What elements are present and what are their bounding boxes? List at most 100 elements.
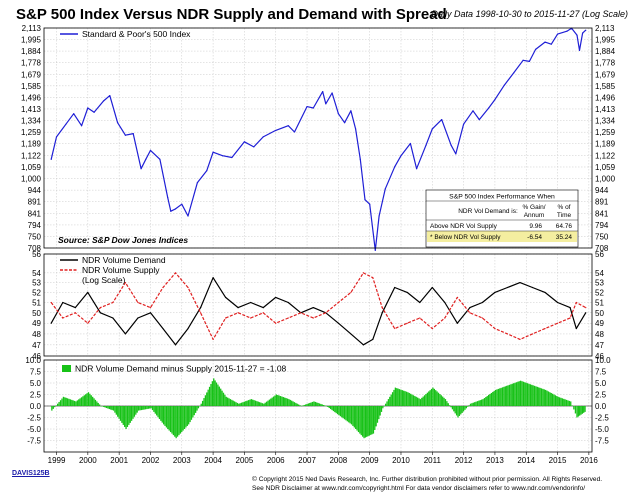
spread-bar (503, 386, 505, 406)
spread-bar (423, 395, 426, 406)
y-tick-label-left: 56 (32, 250, 41, 259)
data-point (456, 322, 458, 324)
table-header: Time (557, 212, 572, 219)
spread-bar (75, 401, 77, 406)
data-point (337, 301, 339, 304)
spread-bar (421, 397, 423, 406)
spread-bar (533, 385, 536, 406)
y-tick-label-left: 1,189 (21, 140, 42, 149)
y-tick-label-left: 52 (32, 288, 41, 297)
spread-bar (203, 398, 205, 406)
data-point (300, 312, 302, 314)
spread-bar (104, 406, 106, 408)
series-line-0 (50, 277, 587, 346)
data-point (231, 156, 233, 159)
spread-bar (211, 381, 214, 406)
spread-bar (453, 406, 455, 412)
y-tick-label-left: 54 (32, 269, 41, 278)
spread-bar (185, 406, 187, 428)
data-point (253, 146, 255, 148)
y-tick-label-right: 51 (595, 298, 604, 307)
spread-bar (146, 406, 148, 410)
chart-title: S&P 500 Index Versus NDR Supply and Dema… (16, 6, 447, 23)
data-point (494, 291, 496, 294)
spread-bar (73, 400, 76, 406)
spread-bar (416, 397, 419, 406)
data-point (62, 301, 64, 304)
spread-bar (270, 398, 272, 406)
spread-bar (565, 399, 568, 406)
y-tick-label-right: 0.0 (595, 402, 607, 411)
spread-bar (200, 403, 202, 406)
data-point (162, 286, 164, 289)
spread-bar (549, 392, 551, 406)
data-point (362, 272, 365, 274)
spread-bar (263, 403, 265, 406)
spread-bar (314, 401, 316, 406)
y-tick-label-left: 1,259 (21, 128, 42, 137)
y-tick-label-left: 1,413 (21, 105, 42, 114)
spread-bar (492, 391, 494, 406)
spread-bar (264, 402, 266, 406)
x-tick-label: 2002 (142, 456, 160, 465)
spread-bar (286, 398, 289, 406)
data-point (431, 286, 433, 289)
spread-bar (435, 390, 437, 406)
spread-bar (254, 400, 257, 406)
x-tick-label: 2013 (486, 456, 504, 465)
y-tick-label-right: 1,334 (595, 117, 616, 126)
spread-bar (231, 399, 233, 406)
y-tick-label-right: 1,189 (595, 140, 616, 149)
y-tick-label-right: 841 (595, 209, 609, 218)
spread-bar (339, 406, 342, 417)
data-point (225, 317, 227, 319)
spread-bar (56, 403, 59, 406)
spread-bar (297, 404, 300, 406)
y-tick-label-left: 750 (28, 232, 42, 241)
data-point (262, 136, 264, 138)
data-point (80, 125, 83, 127)
spread-bar (483, 398, 486, 406)
spread-bar (213, 378, 215, 406)
spread-bar (289, 399, 291, 406)
spread-bar (250, 399, 252, 406)
data-point (50, 322, 52, 324)
spread-bar (430, 388, 433, 406)
y-tick-label-left: 1,122 (21, 151, 42, 160)
spread-bar (489, 393, 491, 406)
spread-bar (346, 406, 349, 422)
y-tick-label-left: 46 (32, 352, 41, 361)
data-point (550, 43, 552, 45)
spread-bar (133, 406, 136, 417)
y-tick-label-right: 750 (595, 232, 609, 241)
spread-bar (51, 406, 53, 411)
spread-bar (538, 387, 540, 406)
spread-bar (97, 402, 99, 406)
y-tick-label-left: 841 (28, 209, 42, 218)
spread-bar (327, 406, 329, 408)
data-point (469, 307, 471, 309)
y-tick-label-right: -2.5 (595, 414, 609, 423)
spread-bar (343, 406, 346, 420)
data-point (102, 100, 105, 102)
spread-bar (160, 406, 162, 421)
spread-bar (197, 406, 200, 409)
data-point (488, 107, 490, 109)
y-tick-label-right: 1,585 (595, 82, 616, 91)
y-tick-label-left: 891 (28, 198, 42, 207)
spread-bar (529, 384, 532, 406)
data-point (93, 111, 95, 113)
spread-bar (440, 395, 442, 406)
spread-bar (274, 395, 276, 406)
data-point (243, 141, 246, 143)
data-point (187, 215, 189, 217)
spread-bar (543, 389, 545, 406)
spread-bar (311, 401, 314, 406)
spread-bar (412, 395, 415, 406)
spread-bar (447, 403, 449, 406)
spread-bar (112, 406, 115, 411)
spread-bar (408, 392, 410, 406)
spread-bar (353, 406, 355, 428)
data-point (137, 317, 139, 319)
y-tick-label-left: 794 (28, 221, 42, 230)
